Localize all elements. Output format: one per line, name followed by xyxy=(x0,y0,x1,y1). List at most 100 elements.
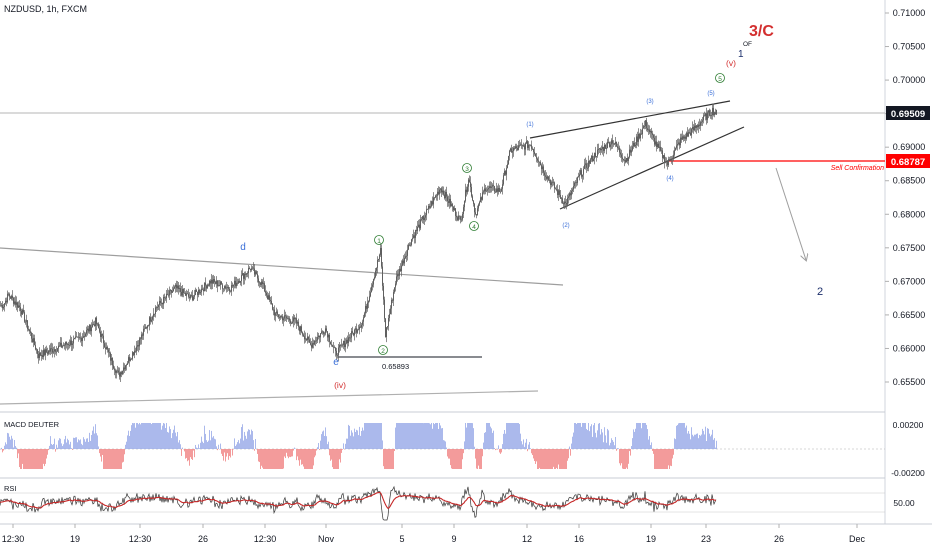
candle-body xyxy=(646,120,647,128)
candle-body xyxy=(128,357,129,363)
macd-bar xyxy=(318,443,319,449)
candle-body xyxy=(452,204,453,206)
candle-body xyxy=(487,189,488,190)
macd-bar xyxy=(438,429,439,449)
macd-bar xyxy=(527,449,528,451)
candle-body xyxy=(706,114,707,120)
macd-bar xyxy=(544,449,545,469)
macd-bar xyxy=(101,449,102,462)
candle-body xyxy=(56,352,57,353)
wave-iv-label: (iv) xyxy=(334,380,346,390)
candle-body xyxy=(602,147,603,149)
macd-bar xyxy=(467,423,468,449)
macd-bar xyxy=(134,423,135,449)
candle-body xyxy=(223,288,224,289)
macd-bar xyxy=(129,436,130,449)
macd-bar xyxy=(2,449,3,452)
candle-body xyxy=(366,306,367,309)
candle-body xyxy=(247,273,248,274)
candle-body xyxy=(315,341,316,342)
candle-body xyxy=(120,372,121,376)
macd-bar xyxy=(322,432,323,449)
candle-body xyxy=(541,165,542,169)
macd-bar xyxy=(691,427,692,449)
candle-body xyxy=(7,294,8,302)
candle-body xyxy=(291,323,292,324)
candle-body xyxy=(529,145,530,146)
candle-body xyxy=(531,145,532,149)
macd-bar xyxy=(29,449,30,469)
candle-body xyxy=(275,313,276,315)
macd-bar xyxy=(428,423,429,449)
macd-bar xyxy=(689,434,690,449)
candle-body xyxy=(310,343,311,345)
macd-bar xyxy=(625,449,626,469)
candle-body xyxy=(325,328,326,333)
time-tick-label: 16 xyxy=(574,534,584,544)
macd-bar xyxy=(562,449,563,469)
price-tick-label: 0.71000 xyxy=(893,8,926,18)
macd-bar xyxy=(695,435,696,449)
candle-body xyxy=(497,188,498,191)
macd-bar xyxy=(86,439,87,449)
candle-body xyxy=(250,269,251,270)
macd-bar xyxy=(188,449,189,460)
candle-body xyxy=(278,315,279,318)
candle-body xyxy=(193,297,194,300)
candle-body xyxy=(16,302,17,304)
macd-bar xyxy=(150,423,151,449)
candle-body xyxy=(537,159,538,161)
candle-body xyxy=(357,330,358,333)
macd-bar xyxy=(676,426,677,449)
macd-bar xyxy=(197,448,198,449)
macd-bar xyxy=(545,449,546,469)
candle-body xyxy=(441,188,442,192)
candle-body xyxy=(185,293,186,296)
macd-bar xyxy=(328,442,329,449)
macd-bar xyxy=(28,449,29,469)
candle-body xyxy=(154,314,155,315)
candle-body xyxy=(508,156,509,164)
candle-body xyxy=(517,148,518,150)
macd-bar xyxy=(345,444,346,449)
rsi-tick: 50.00 xyxy=(893,498,915,508)
candle-body xyxy=(488,188,489,189)
macd-bar xyxy=(536,449,537,461)
candle-body xyxy=(527,141,528,148)
macd-bar xyxy=(245,436,246,449)
candle-body xyxy=(520,144,521,145)
macd-bar xyxy=(287,449,288,456)
candle-body xyxy=(287,318,288,319)
macd-bar xyxy=(17,449,18,458)
candle-body xyxy=(409,245,410,246)
macd-bar xyxy=(610,443,611,449)
candle-body xyxy=(346,340,347,344)
macd-bar xyxy=(604,427,605,449)
candle-body xyxy=(22,310,23,315)
upper-trendline xyxy=(0,248,563,285)
macd-bar xyxy=(72,449,73,450)
candle-body xyxy=(272,304,273,310)
candle-body xyxy=(4,303,5,307)
macd-bar xyxy=(180,444,181,449)
candle-body xyxy=(196,290,197,292)
candle-body xyxy=(498,188,499,192)
candle-body xyxy=(382,267,383,286)
candle-body xyxy=(453,206,454,210)
candle-body xyxy=(700,122,701,126)
macd-bar xyxy=(299,449,300,466)
macd-bar xyxy=(226,449,227,457)
macd-bar xyxy=(547,449,548,469)
macd-bar xyxy=(606,443,607,449)
macd-bar xyxy=(62,446,63,449)
candle-body xyxy=(419,225,420,229)
macd-bar xyxy=(622,449,623,469)
candle-body xyxy=(479,202,480,205)
macd-bar xyxy=(51,444,52,449)
macd-bar xyxy=(104,449,105,469)
candle-body xyxy=(600,148,601,150)
candle-body xyxy=(312,343,313,347)
candle-body xyxy=(404,258,405,263)
candle-body xyxy=(75,337,76,338)
candle-body xyxy=(183,289,184,293)
